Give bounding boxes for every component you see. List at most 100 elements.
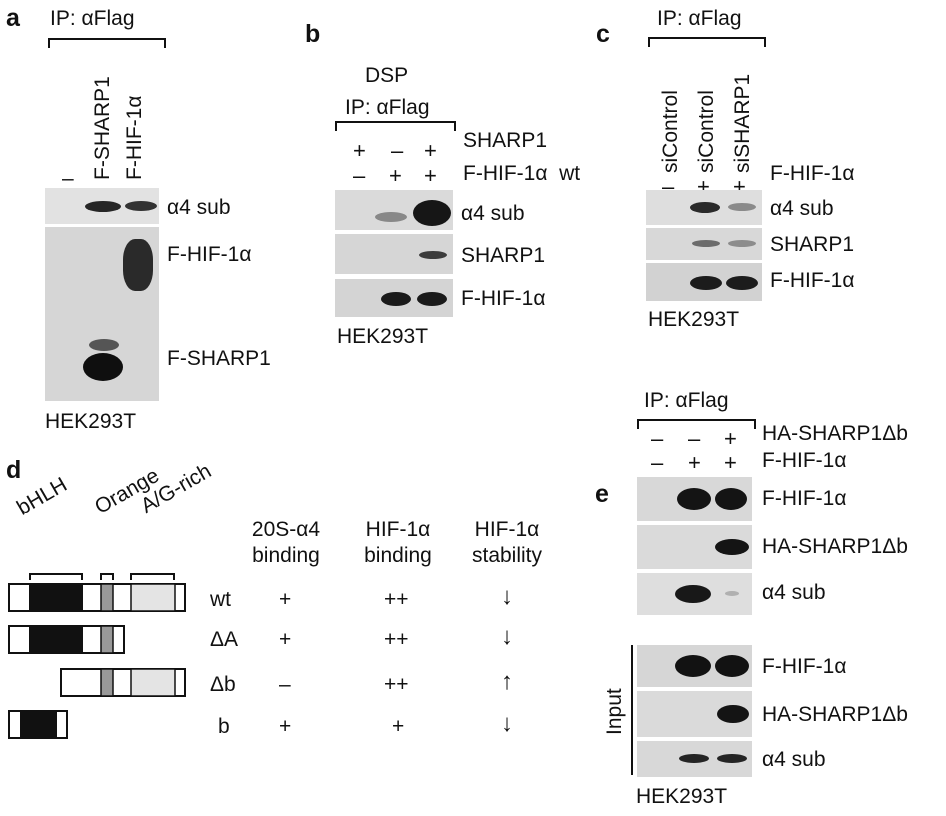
panel-e-input-blot-hif bbox=[637, 645, 752, 687]
band bbox=[725, 591, 739, 596]
band bbox=[715, 488, 747, 510]
panel-a-cell-line: HEK293T bbox=[45, 410, 137, 433]
band bbox=[690, 276, 722, 290]
band bbox=[413, 200, 451, 226]
band bbox=[728, 240, 756, 247]
orange-bracket bbox=[100, 573, 114, 580]
band bbox=[690, 202, 720, 213]
panel-e-input-row-3: α4 sub bbox=[762, 748, 826, 771]
band bbox=[679, 754, 709, 763]
input-divider-line bbox=[631, 645, 633, 775]
row-delta-a-20s: + bbox=[279, 628, 292, 651]
panel-c-cell-line: HEK293T bbox=[648, 308, 740, 331]
panel-a-lane-1: – bbox=[62, 167, 74, 190]
row-b-name: b bbox=[218, 715, 230, 738]
panel-b-cond1-label: SHARP1 bbox=[463, 129, 548, 152]
band bbox=[677, 488, 711, 510]
row-wt-name: wt bbox=[210, 588, 231, 611]
band bbox=[717, 705, 749, 723]
panel-b-blot-alpha4 bbox=[335, 190, 453, 230]
panel-e-cond2-lane2: + bbox=[688, 450, 701, 475]
col-20s-header-1: 20S-α4 bbox=[251, 518, 321, 541]
col-stability-header-2: stability bbox=[471, 544, 543, 567]
panel-c-blot-alpha4 bbox=[646, 190, 762, 225]
band bbox=[726, 276, 758, 290]
band bbox=[417, 292, 447, 306]
construct-delta-b bbox=[60, 668, 186, 697]
row-delta-b-hif: ++ bbox=[384, 673, 409, 696]
panel-a-ip-bracket bbox=[48, 38, 166, 48]
panel-e-cond1-lane2: – bbox=[688, 426, 701, 451]
band bbox=[123, 239, 153, 291]
band bbox=[675, 655, 711, 677]
band bbox=[692, 240, 720, 247]
panel-c-row-3: F-HIF-1α bbox=[770, 269, 855, 292]
band bbox=[381, 292, 411, 306]
band bbox=[715, 655, 749, 677]
panel-a-blot-main bbox=[45, 227, 159, 401]
panel-e-ip-label: IP: αFlag bbox=[644, 389, 729, 412]
panel-a-row-1: α4 sub bbox=[167, 196, 231, 219]
band bbox=[717, 754, 747, 763]
col-20s-header-2: binding bbox=[252, 544, 320, 567]
band bbox=[728, 203, 756, 211]
panel-b-cell-line: HEK293T bbox=[337, 325, 429, 348]
panel-e-row-3: α4 sub bbox=[762, 581, 826, 604]
panel-b-crosslinker: DSP bbox=[365, 64, 409, 87]
band bbox=[715, 539, 749, 555]
row-wt-stability-arrow: ↓ bbox=[501, 583, 513, 610]
panel-e-cond2-label: F-HIF-1α bbox=[762, 449, 847, 472]
panel-c-label: c bbox=[596, 20, 610, 48]
row-delta-a-hif: ++ bbox=[384, 628, 409, 651]
row-wt-20s: + bbox=[279, 588, 292, 611]
panel-a-row-3: F-SHARP1 bbox=[167, 347, 271, 370]
construct-b bbox=[8, 710, 68, 739]
construct-wt bbox=[8, 583, 186, 612]
row-delta-b-20s: – bbox=[279, 673, 291, 696]
panel-b-cond1-lane3: + bbox=[424, 138, 437, 163]
panel-a-row-2: F-HIF-1α bbox=[167, 243, 252, 266]
band bbox=[125, 201, 157, 211]
panel-c-row-1: α4 sub bbox=[770, 197, 834, 220]
panel-e-row-2: HA-SHARP1Δb bbox=[762, 535, 908, 558]
panel-e-cell-line: HEK293T bbox=[636, 785, 728, 808]
panel-a-blot-alpha4 bbox=[45, 188, 159, 224]
panel-b-cond1-lane1: + bbox=[353, 138, 366, 163]
panel-d-label: d bbox=[6, 456, 22, 484]
row-delta-b-stability-arrow: ↑ bbox=[501, 668, 513, 695]
panel-a-label: a bbox=[6, 4, 20, 32]
panel-b-blot-hif bbox=[335, 279, 453, 317]
panel-b-ip-bracket bbox=[335, 121, 456, 131]
row-b-20s: + bbox=[279, 715, 292, 738]
col-hif-binding-header-1: HIF-1α bbox=[365, 518, 431, 541]
col-stability-header-1: HIF-1α bbox=[474, 518, 540, 541]
panel-e-blot-hif bbox=[637, 477, 752, 521]
panel-e-label: e bbox=[595, 480, 609, 508]
construct-delta-a bbox=[8, 625, 125, 654]
panel-e-row-1: F-HIF-1α bbox=[762, 487, 847, 510]
panel-e-blot-alpha4 bbox=[637, 573, 752, 615]
panel-e-cond2-lane3: + bbox=[724, 450, 737, 475]
row-b-stability-arrow: ↓ bbox=[501, 710, 513, 737]
panel-e-cond1-lane1: – bbox=[651, 426, 664, 451]
panel-c-sign-label: F-HIF-1α bbox=[770, 162, 855, 185]
band bbox=[85, 201, 121, 212]
panel-b-cond2-label: F-HIF-1α wt bbox=[463, 162, 581, 185]
panel-e-cond1-lane3: + bbox=[724, 426, 737, 451]
panel-b-blot-sharp1 bbox=[335, 234, 453, 274]
panel-c-blot-hif bbox=[646, 263, 762, 301]
panel-c-ip-bracket bbox=[648, 37, 766, 47]
row-delta-a-stability-arrow: ↓ bbox=[501, 623, 513, 650]
row-b-hif: + bbox=[392, 715, 405, 738]
row-wt-hif: ++ bbox=[384, 588, 409, 611]
panel-e-input-row-1: F-HIF-1α bbox=[762, 655, 847, 678]
panel-e-input-blot-alpha4 bbox=[637, 741, 752, 777]
panel-a-ip-label: IP: αFlag bbox=[50, 7, 135, 30]
band bbox=[675, 585, 711, 603]
input-label: Input bbox=[603, 688, 626, 735]
panel-e-ip-bracket bbox=[637, 419, 756, 429]
panel-e-blot-sharp1db bbox=[637, 525, 752, 569]
row-delta-b-name: Δb bbox=[210, 673, 236, 696]
panel-b-row-2: SHARP1 bbox=[461, 244, 546, 267]
panel-b-cond2-lane3: + bbox=[424, 163, 437, 188]
